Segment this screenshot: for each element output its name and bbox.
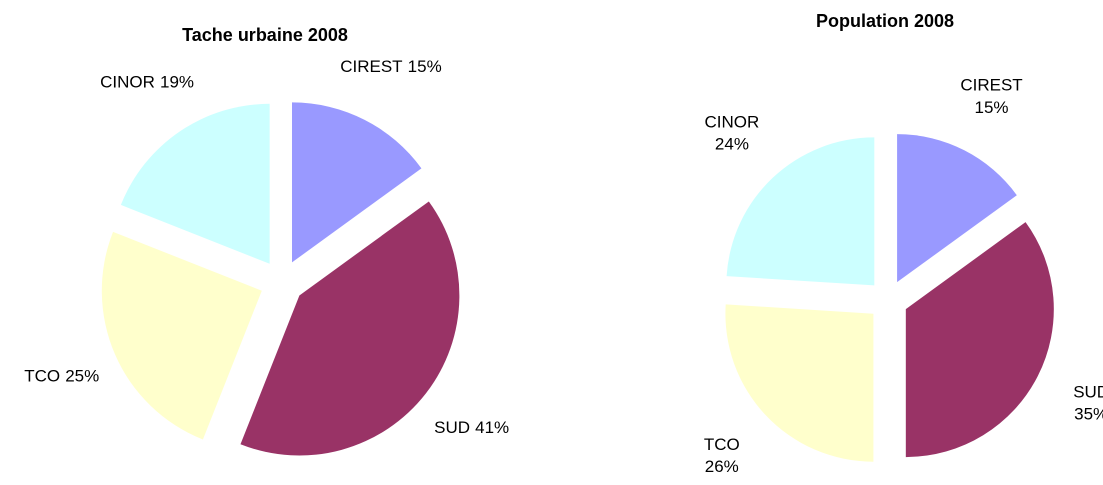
category-label: SUD (1073, 383, 1103, 402)
category-label: CINOR (705, 113, 760, 132)
slice-label: TCO 26% (704, 435, 740, 476)
pie-slice (725, 304, 874, 462)
value-label: 19% (160, 73, 194, 92)
value-label: 26% (705, 457, 739, 476)
category-label: SUD (434, 419, 470, 438)
slice-label: CINOR 19% (100, 73, 194, 92)
value-label: 25% (65, 367, 99, 386)
value-label: 41% (475, 419, 509, 438)
category-label: TCO (704, 435, 740, 454)
value-label: 24% (715, 135, 749, 154)
pie-slice (240, 201, 460, 456)
category-label: TCO (24, 367, 60, 386)
slice-label: SUD 41% (434, 419, 509, 438)
value-label: 35% (1074, 405, 1103, 424)
value-label: 15% (408, 58, 442, 77)
slice-label: TCO 25% (24, 367, 99, 386)
pie-slice (905, 222, 1054, 458)
slice-label: CIREST 15% (960, 76, 1022, 117)
slice-label: SUD 35% (1073, 383, 1103, 424)
category-label: CINOR (100, 73, 155, 92)
slice-label: CIREST 15% (340, 58, 441, 77)
pie-slice (726, 137, 875, 286)
pie-slice (291, 102, 422, 263)
chart-title: Tache urbaine 2008 (182, 25, 348, 45)
chart-title: Population 2008 (816, 11, 954, 31)
pie-slice (897, 134, 1017, 283)
pie-slice (101, 231, 262, 440)
slice-label: CINOR 24% (705, 113, 760, 154)
pie-slice (120, 103, 270, 264)
category-label: CIREST (340, 58, 402, 77)
category-label: CIREST (960, 76, 1022, 95)
value-label: 15% (974, 98, 1008, 117)
